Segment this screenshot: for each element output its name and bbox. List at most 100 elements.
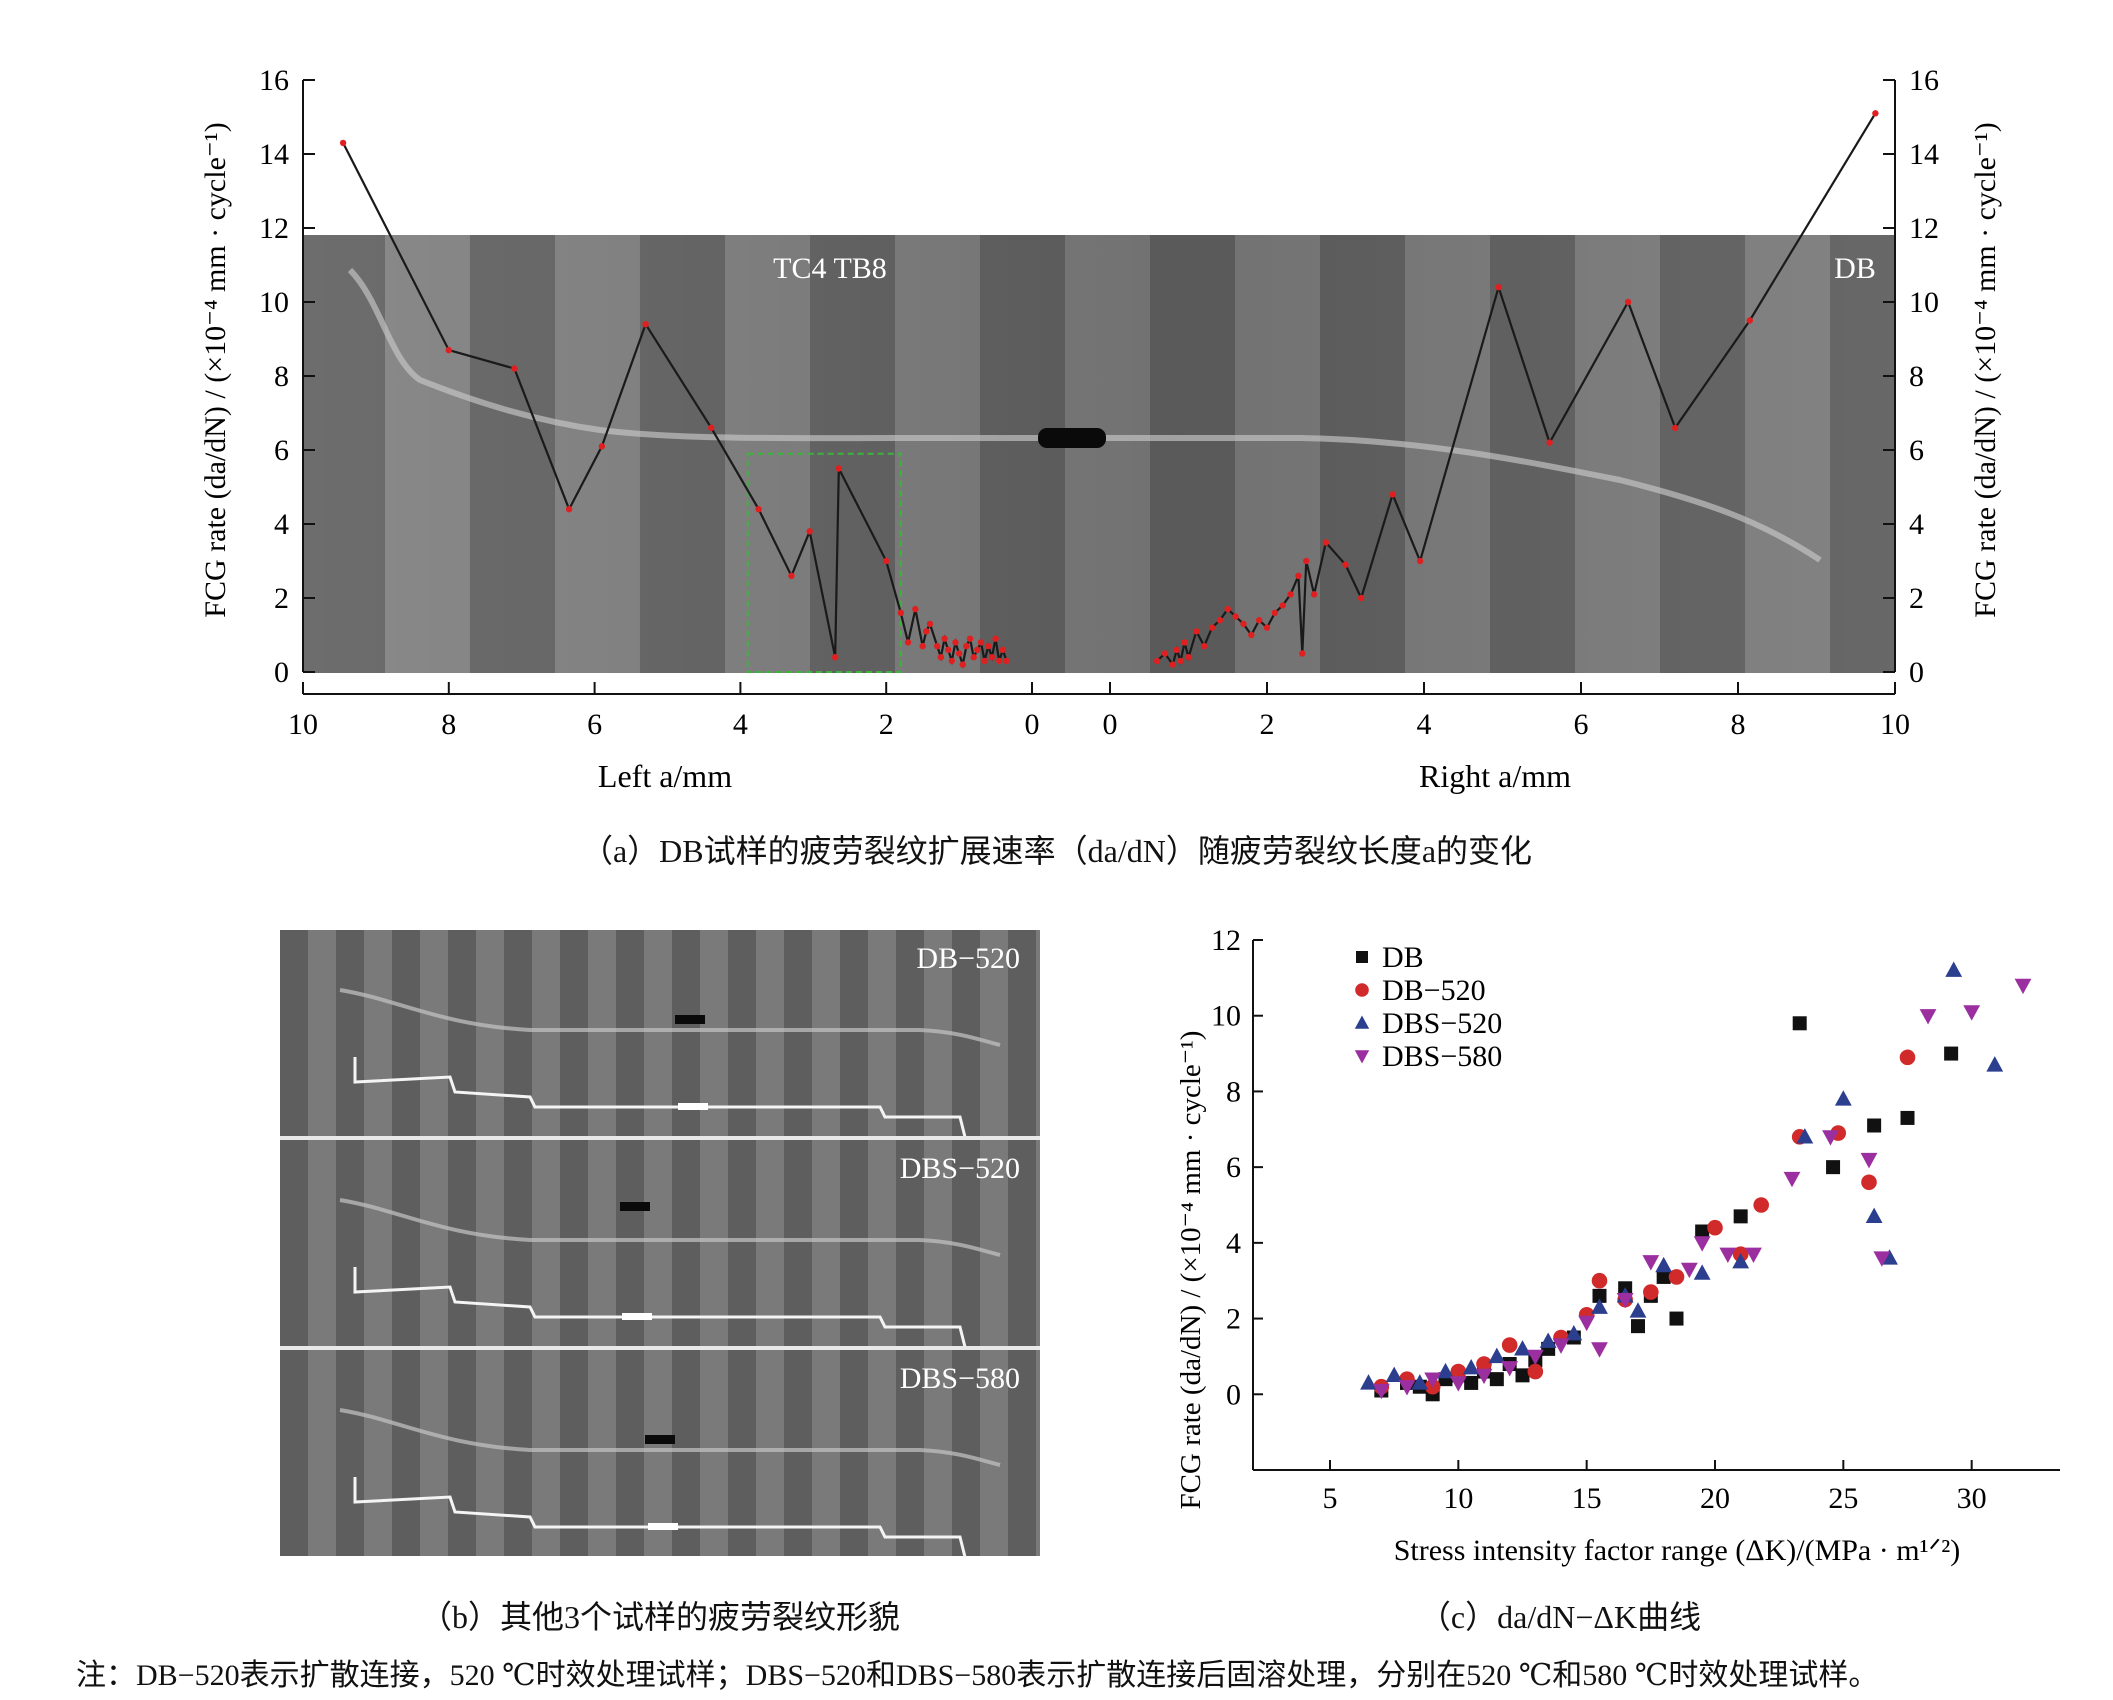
data-point-dbs-520 <box>1865 1207 1883 1224</box>
data-point-dbs-580 <box>1963 1005 1981 1021</box>
x-tick-label-left: 8 <box>441 708 456 741</box>
crack-path <box>339 1408 1001 1467</box>
specimen-strip: DBS−580 <box>280 1346 1040 1558</box>
data-point-db-520 <box>1527 1363 1544 1380</box>
y-tick-label: 8 <box>1226 1075 1241 1108</box>
data-point-dbs-580 <box>1680 1262 1698 1279</box>
y-tick-label-left: 0 <box>274 656 289 689</box>
data-point-dbs-580 <box>1860 1152 1878 1169</box>
legend-marker <box>1355 983 1369 997</box>
data-point-right <box>1389 491 1396 498</box>
data-point-right <box>1299 650 1306 657</box>
caption-panel-c: （c）da/dN−ΔK曲线 <box>1418 1599 1702 1635</box>
data-point-dbs-580 <box>1783 1171 1801 1188</box>
data-point-left <box>934 642 941 650</box>
notch-mark <box>620 1202 650 1211</box>
data-point-left <box>642 321 649 328</box>
data-point-db <box>1656 1269 1671 1284</box>
data-point-right <box>1185 654 1192 661</box>
crack-trace-outline <box>353 1267 967 1348</box>
data-point-dbs-520 <box>1488 1347 1506 1364</box>
y-tick-label: 0 <box>1226 1378 1241 1411</box>
x-tick-label-left: 10 <box>288 708 318 741</box>
data-point-right <box>1181 639 1188 646</box>
x-tick-label-left: 6 <box>587 708 602 741</box>
panel-a-chart: TC4 TB8 DB 0 0 2 2 4 4 6 6 8 8 10 10 12 12 14 14 16 16 10 8… <box>199 64 2002 794</box>
data-point-right <box>1169 661 1177 668</box>
data-point-dbs-580 <box>1372 1383 1390 1400</box>
data-point-left <box>445 346 452 354</box>
x-tick-label-right: 4 <box>1417 708 1432 741</box>
data-point-right <box>1177 657 1184 665</box>
y-tick-label-right: 12 <box>1909 212 1939 245</box>
y-axis-label-left: FCG rate (da/dN) / (×10⁻⁴ mm · cycle⁻¹) <box>199 122 232 617</box>
data-point-dbs-580 <box>1449 1376 1467 1392</box>
data-point-db <box>1792 1016 1807 1031</box>
data-point-left <box>1003 657 1010 665</box>
trace-notch-mark <box>648 1523 678 1530</box>
panel-c-series <box>1360 961 2032 1402</box>
data-point-db <box>1826 1160 1841 1175</box>
y-tick-label-right: 6 <box>1909 434 1924 467</box>
legend-entry: DBS−520 <box>1382 1007 1502 1040</box>
x-tick-label-right: 8 <box>1731 708 1746 741</box>
data-point-right <box>1322 539 1330 546</box>
data-point-dbs-580 <box>1526 1349 1544 1366</box>
x-tick-label: 25 <box>1828 1482 1858 1515</box>
data-point-left <box>959 661 966 668</box>
data-point-left <box>883 557 890 565</box>
x-tick-label-left: 0 <box>1025 708 1040 741</box>
data-point-left <box>977 639 985 646</box>
y-tick-label: 4 <box>1226 1227 1241 1260</box>
notch-mark <box>645 1435 675 1444</box>
data-point-right <box>1173 646 1180 653</box>
data-point-left <box>904 639 912 646</box>
data-point-left <box>985 642 992 650</box>
data-point-right <box>1872 110 1879 117</box>
data-point-right <box>1153 657 1161 665</box>
data-point-dbs-580 <box>1822 1130 1839 1146</box>
y-tick-label: 2 <box>1226 1303 1241 1336</box>
y-tick-label: 12 <box>1211 924 1241 957</box>
x-axis-label-left: Left a/mm <box>598 758 732 794</box>
data-point-right <box>1342 561 1349 568</box>
legend-entry: DB <box>1382 941 1424 974</box>
data-point-dbs-580 <box>1501 1361 1519 1377</box>
y-tick-label: 10 <box>1211 1000 1241 1033</box>
data-point-left <box>831 654 839 661</box>
trace-notch-mark <box>678 1103 708 1110</box>
data-point-right <box>1358 594 1365 602</box>
y-tick-label-right: 2 <box>1909 582 1924 615</box>
data-point-left <box>923 628 930 635</box>
data-point-db <box>1515 1368 1530 1383</box>
data-point-db <box>1669 1311 1684 1326</box>
data-point-left <box>806 528 813 535</box>
data-point-dbs-580 <box>1919 1009 1937 1025</box>
data-point-left <box>912 605 919 613</box>
y-tick-label-right: 4 <box>1909 508 1924 541</box>
data-point-left <box>339 139 347 147</box>
data-point-db-520 <box>1899 1049 1916 1066</box>
y-tick-label-right: 14 <box>1909 138 1939 171</box>
x-axis-label: Stress intensity factor range (ΔK)/(MPa … <box>1394 1534 1961 1567</box>
data-point-right <box>1248 631 1255 639</box>
y-tick-label-left: 2 <box>274 582 289 615</box>
overlay-label-specimen: DB <box>1834 252 1876 285</box>
data-point-left <box>948 657 956 665</box>
data-point-dbs-580 <box>1398 1380 1416 1396</box>
x-tick-label-left: 4 <box>733 708 748 741</box>
data-point-dbs-580 <box>1591 1342 1608 1358</box>
data-point-right <box>1295 572 1302 579</box>
y-tick-label-left: 10 <box>259 286 289 319</box>
data-point-db-520 <box>1591 1272 1608 1289</box>
data-point-dbs-520 <box>1565 1324 1583 1341</box>
y-tick-label-right: 8 <box>1909 360 1924 393</box>
x-tick-label: 5 <box>1323 1482 1338 1515</box>
data-point-dbs-520 <box>1945 961 1963 977</box>
data-point-db-520 <box>1643 1284 1659 1300</box>
data-point-dbs-580 <box>1873 1251 1891 1267</box>
data-point-left <box>974 646 981 653</box>
data-point-db-520 <box>1861 1174 1877 1191</box>
strip-label: DBS−580 <box>900 1362 1020 1395</box>
